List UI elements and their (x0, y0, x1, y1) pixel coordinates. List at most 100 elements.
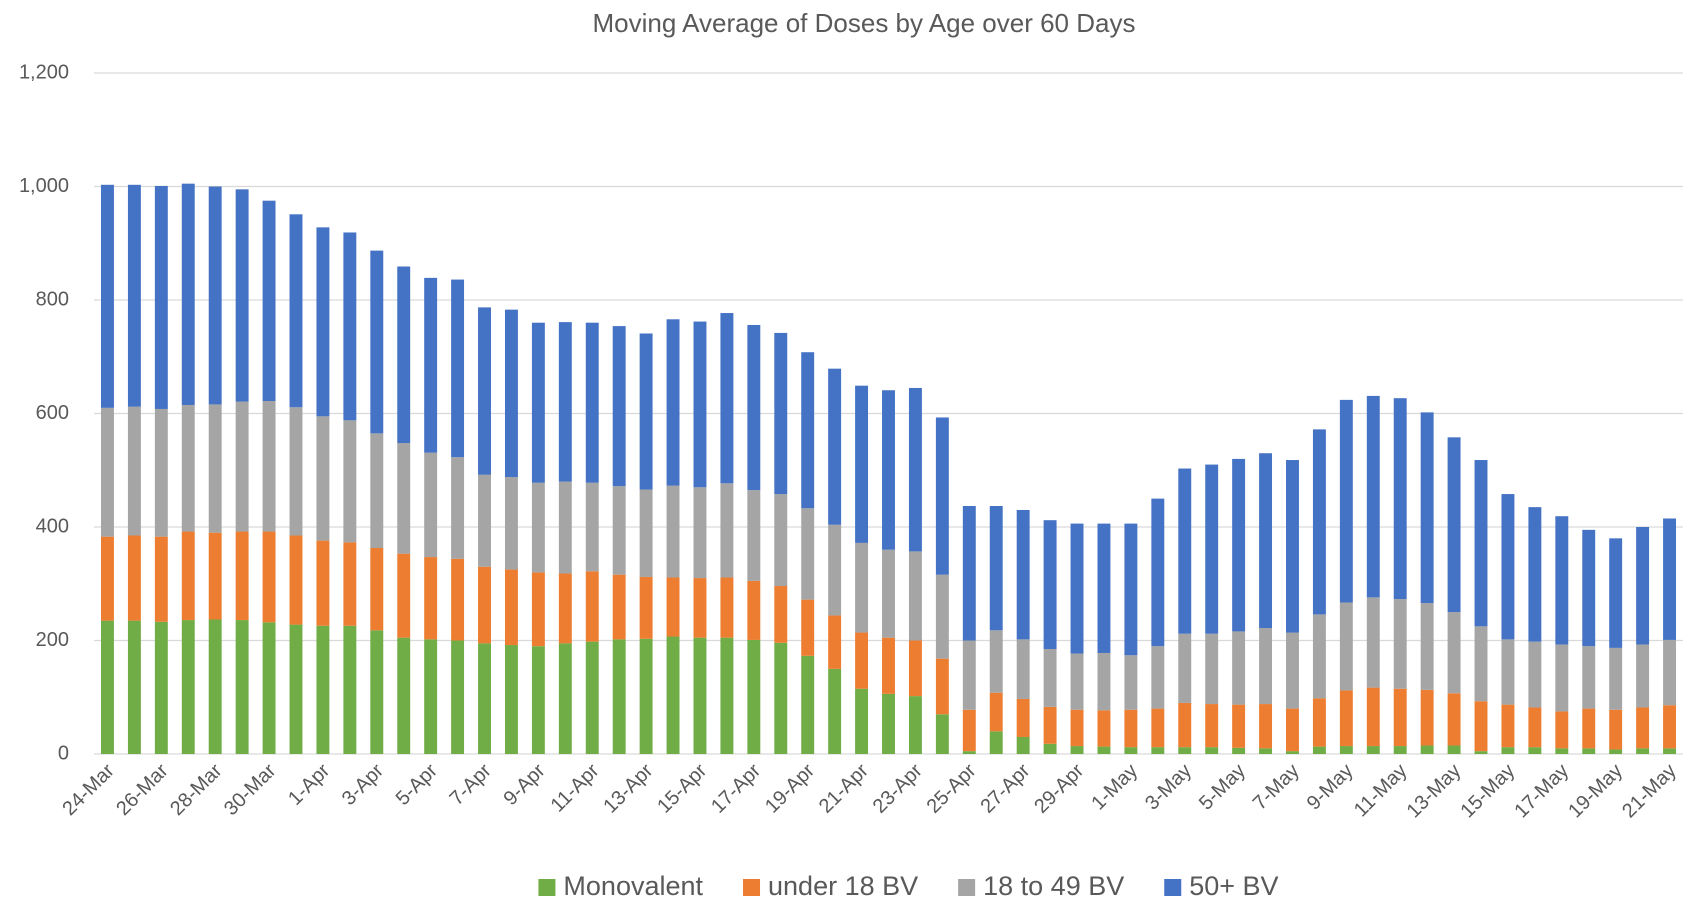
bar-segment (1312, 746, 1326, 754)
bar-segment (1501, 494, 1515, 640)
bar-segment (1339, 399, 1353, 603)
x-tick-label: 11-May (1350, 760, 1412, 822)
bar-segment (1312, 698, 1326, 747)
bar-segment (101, 407, 114, 537)
bar-segment (235, 401, 249, 532)
bar-segment (1393, 599, 1407, 689)
bar-segment (693, 578, 707, 638)
bar-segment (478, 307, 491, 475)
x-tick-label: 5-Apr (392, 759, 442, 809)
bar-segment (558, 481, 572, 574)
bar-segment (127, 184, 141, 407)
bar-segment (882, 390, 895, 550)
bar-segment (639, 333, 653, 490)
x-tick-label: 17-May (1510, 760, 1573, 823)
x-tick-label: 21-Apr (815, 759, 873, 817)
x-tick-label: 19-Apr (761, 759, 819, 817)
bar-segment (1609, 538, 1623, 648)
legend-label: 18 to 49 BV (983, 871, 1124, 901)
bar-segment (1205, 704, 1219, 748)
bar-segment (1016, 698, 1030, 737)
bar-segment (639, 638, 653, 754)
bar-segment (1528, 507, 1542, 642)
bar-segment (451, 457, 465, 559)
bar-segment (343, 542, 357, 626)
bar-segment (1070, 653, 1084, 710)
bar-segment (316, 227, 330, 417)
bar-segment (962, 506, 976, 641)
bar-segment (181, 531, 195, 621)
bar-segment (1232, 747, 1246, 754)
bar-segment (1582, 529, 1596, 647)
x-tick-label: 3-Apr (338, 759, 388, 809)
bar-segment (1043, 649, 1057, 707)
bar-segment (1043, 706, 1057, 744)
bar-segment (882, 637, 895, 694)
y-tick-label: 1,000 (19, 175, 69, 197)
bar-segment (1259, 748, 1273, 754)
bar-segment (1609, 749, 1623, 754)
bar-segment (639, 489, 653, 577)
bar-segment (666, 577, 680, 637)
x-tick-label: 28-Mar (166, 759, 227, 820)
bar-segment (1663, 748, 1676, 754)
bar-segment (289, 407, 303, 536)
bar-segment (612, 326, 626, 487)
bar-segment (855, 632, 869, 689)
bar-segment (1366, 395, 1380, 598)
bar-segment (828, 615, 842, 669)
bar-segment (585, 571, 599, 642)
bar-segment (370, 433, 384, 548)
bar-segment (1178, 747, 1192, 754)
bar-segment (531, 482, 545, 573)
bar-segment (882, 549, 895, 638)
bar-segment (935, 417, 949, 575)
x-tick-label: 27-Apr (976, 759, 1034, 817)
bar-segment (1447, 745, 1461, 754)
bar-segment (154, 185, 168, 409)
bar-segment (531, 572, 545, 647)
bar-segment (801, 655, 815, 754)
bar-segment (451, 558, 465, 641)
bar-segment (935, 574, 949, 659)
bar-segment (289, 624, 303, 754)
bar-segment (343, 420, 357, 543)
bar-segment (208, 532, 222, 620)
bar-segment (1151, 646, 1165, 709)
bar-segment (1636, 644, 1650, 708)
bar-segment (747, 639, 761, 754)
bar-segment (1609, 709, 1623, 750)
bar-segment (1259, 704, 1273, 749)
y-tick-label: 1,200 (19, 61, 69, 83)
bar-segment (720, 637, 734, 754)
bar-segment (1555, 516, 1569, 645)
bar-segment (1178, 468, 1192, 634)
x-tick-label: 3-May (1141, 760, 1196, 815)
bar-segment (1016, 736, 1030, 754)
bar-segment (1555, 711, 1569, 749)
bar-segment (720, 483, 734, 578)
x-tick-label: 15-May (1456, 760, 1519, 823)
bar-segment (1259, 453, 1273, 629)
bar-segment (531, 322, 545, 483)
bar-segment (612, 639, 626, 754)
bar-segment (1636, 748, 1650, 754)
bar-segment (370, 547, 384, 631)
bar-segment (1663, 639, 1676, 706)
bar-segment (1151, 708, 1165, 748)
bar-segment (1312, 429, 1326, 615)
bar-segment (1528, 747, 1542, 754)
bar-segment (935, 658, 949, 715)
bar-segment (1312, 614, 1326, 699)
bar-segment (1663, 518, 1676, 640)
bar-segment (208, 186, 222, 405)
bar-segment (1339, 690, 1353, 747)
bar-segment (1447, 693, 1461, 746)
bar-segment (1016, 639, 1030, 699)
bar-segment (558, 322, 572, 482)
bar-segment (424, 639, 438, 754)
bar-segment (1555, 748, 1569, 754)
bar-segment (235, 620, 249, 754)
x-tick-label: 29-Apr (1030, 759, 1088, 817)
bar-segment (908, 387, 922, 552)
